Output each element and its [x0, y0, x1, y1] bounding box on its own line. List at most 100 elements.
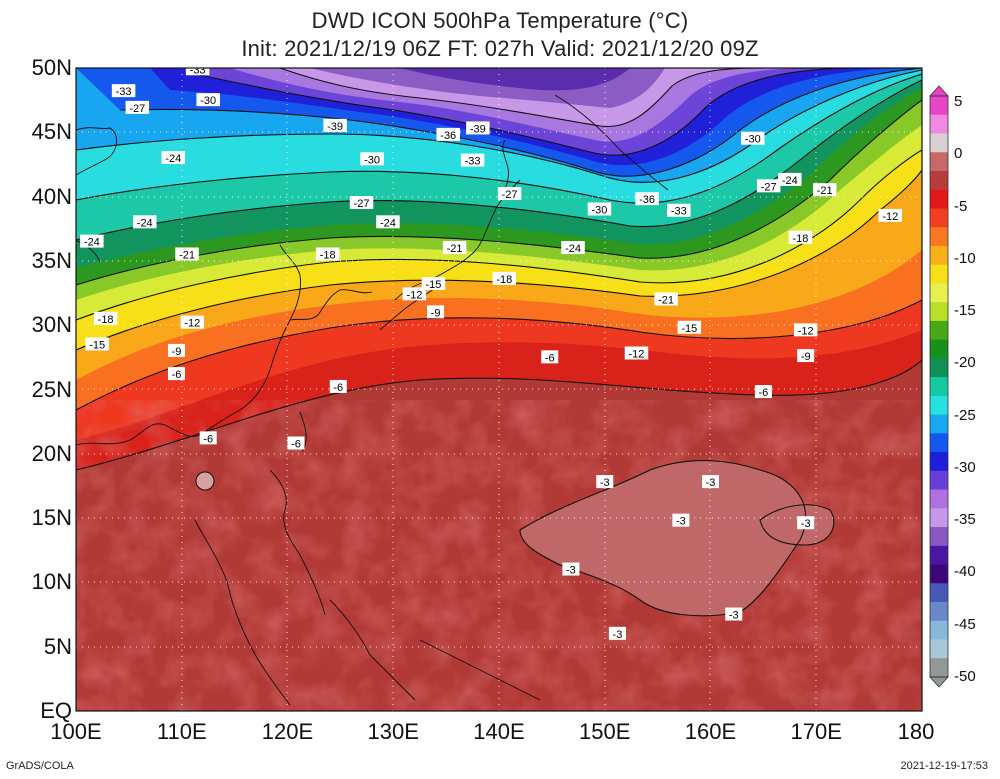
contour-label: -24 [561, 241, 585, 255]
svg-text:-3: -3 [706, 477, 716, 489]
colorbar-segment [930, 114, 948, 134]
svg-text:-9: -9 [431, 307, 441, 319]
contour-label: -24 [376, 215, 400, 229]
lat-label: 45N [31, 119, 72, 145]
contour-label: -3 [608, 626, 626, 641]
contour-label: -27 [497, 187, 522, 201]
lon-label: 140E [473, 719, 525, 744]
svg-text:-36: -36 [440, 130, 456, 142]
svg-text:-6: -6 [545, 352, 555, 364]
svg-text:-33: -33 [465, 156, 481, 168]
contour-label: -21 [654, 292, 678, 306]
colorbar-min-arrow [929, 676, 949, 688]
colorbar-segment [930, 283, 948, 303]
map-frame [75, 67, 923, 712]
svg-text:-21: -21 [658, 294, 674, 306]
svg-text:-6: -6 [172, 369, 182, 381]
contour-label: -3 [702, 475, 719, 489]
contour-label: -3 [596, 475, 614, 489]
colorbar-segment [930, 620, 948, 641]
svg-text:-12: -12 [406, 289, 422, 301]
svg-text:-27: -27 [502, 189, 518, 201]
svg-text:-21: -21 [817, 185, 833, 197]
colorbar-segment [930, 152, 948, 172]
chart-subtitle: Init: 2021/12/19 06Z FT: 027h Valid: 202… [241, 36, 759, 61]
contour-label: -24 [80, 234, 104, 249]
contour-label: -6 [754, 385, 772, 399]
lon-label: 170E [790, 719, 842, 744]
svg-text:-3: -3 [613, 629, 623, 641]
contour-label: -12 [402, 287, 427, 301]
colorbar-frame [929, 95, 949, 678]
colorbar-label: -25 [954, 406, 976, 424]
colorbar-label: -30 [954, 458, 976, 476]
svg-text:-15: -15 [425, 279, 441, 291]
contour-label: -12 [624, 346, 649, 360]
contour-label: -33 [460, 153, 485, 168]
chart-title: DWD ICON 500hPa Temperature (°C) [311, 8, 689, 33]
lon-label: 180 [897, 719, 935, 744]
svg-text:-27: -27 [761, 181, 777, 193]
svg-text:-27: -27 [354, 198, 370, 210]
svg-text:-6: -6 [291, 439, 301, 451]
colorbar-segment [930, 470, 948, 491]
contour-labels: -33-30-27-33-39-36-39-30 -33-24-24-24-27-… [80, 68, 903, 641]
contour-label: -33 [111, 84, 136, 98]
contour-label: -6 [167, 367, 185, 381]
svg-text:-18: -18 [496, 274, 512, 286]
contour-label: -24 [161, 151, 186, 165]
lon-label: 100E [50, 719, 102, 744]
colorbar-segment [930, 452, 948, 472]
contour-label: -3 [562, 562, 580, 577]
contour-label: -30 [587, 202, 612, 216]
svg-text:-39: -39 [470, 123, 486, 135]
contour-label: -36 [635, 192, 659, 206]
colorbar-label: -50 [954, 668, 976, 685]
footer-software: GrADS/COLA [6, 760, 74, 772]
colorbar-label: 5 [954, 93, 963, 110]
contour-label: -30 [196, 93, 220, 107]
svg-text:-3: -3 [676, 516, 686, 528]
lon-label: 120E [261, 719, 314, 744]
colorbar-segment [930, 189, 948, 209]
svg-text:-24: -24 [84, 237, 100, 249]
colorbar-label: 0 [954, 145, 963, 163]
contour-label: -15 [85, 337, 109, 351]
lat-label: 30N [31, 312, 72, 338]
lat-label: 35N [31, 247, 72, 273]
colorbar-segment [930, 433, 948, 453]
contour-label: -12 [180, 315, 205, 330]
contour-label: -6 [329, 379, 347, 394]
colorbar-segment [930, 245, 948, 266]
svg-text:-6: -6 [333, 382, 343, 394]
colorbar-segment [930, 564, 948, 584]
contour-label: -21 [442, 241, 467, 255]
contour-label: -21 [175, 247, 199, 261]
contour-label: -6 [541, 350, 559, 364]
svg-text:-33: -33 [116, 86, 132, 98]
contour-label: -18 [492, 271, 517, 286]
svg-text:-3: -3 [600, 477, 610, 489]
svg-text:-24: -24 [782, 175, 798, 187]
colorbar-label: -10 [954, 249, 976, 267]
svg-text:-30: -30 [364, 154, 380, 166]
contour-label: -9 [797, 349, 815, 363]
svg-text:-30: -30 [745, 134, 761, 146]
contour-label: -18 [315, 247, 340, 261]
colorbar-label: -5 [954, 197, 968, 215]
svg-text:-12: -12 [184, 318, 200, 330]
lon-label: 110E [156, 719, 207, 744]
colorbar-segment [930, 395, 948, 416]
contour-label: -18 [788, 230, 813, 245]
colorbar-segment [930, 96, 948, 116]
svg-text:-30: -30 [200, 95, 216, 107]
contour-label: -39 [323, 118, 347, 133]
svg-text:-15: -15 [681, 323, 697, 335]
lat-label: 20N [31, 440, 72, 466]
colorbar-segment [930, 377, 948, 397]
svg-text:-6: -6 [203, 433, 213, 445]
lat-label: 15N [31, 505, 72, 531]
colorbar-segment [930, 302, 948, 322]
contour-label: -30 [741, 131, 765, 146]
